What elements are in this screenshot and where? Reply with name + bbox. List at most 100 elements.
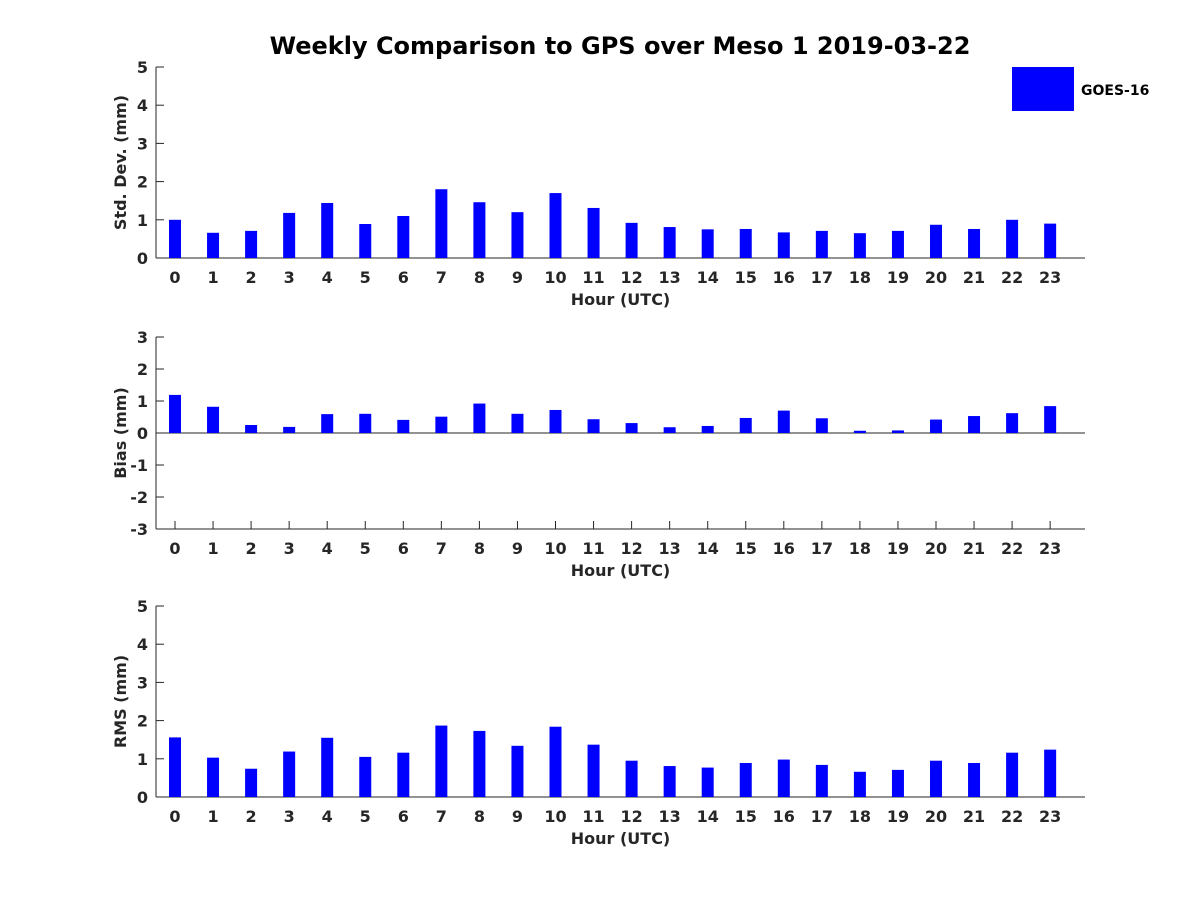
- std-dev-bar-hour-22: [1006, 219, 1019, 258]
- std-dev-bar-hour-5: [359, 224, 372, 258]
- rms-bar-hour-4: [321, 737, 334, 797]
- bias-bar-hour-6: [397, 419, 410, 433]
- bias-y-tick-label: -3: [130, 520, 148, 539]
- legend: GOES-16: [1012, 67, 1149, 111]
- rms-bar-hour-15: [739, 763, 752, 797]
- bias-x-tick-label: 22: [1001, 539, 1023, 558]
- bias-bar-hour-3: [283, 426, 296, 433]
- legend-swatch: [1012, 67, 1074, 111]
- bias-x-tick-label: 8: [474, 539, 485, 558]
- rms-x-tick-label: 21: [963, 807, 985, 826]
- rms-x-tick-label: 22: [1001, 807, 1023, 826]
- std-dev-bar-hour-12: [625, 222, 638, 258]
- bias-x-tick-label: 18: [849, 539, 871, 558]
- std-dev-x-tick-label: 16: [773, 268, 795, 287]
- rms-x-tick-label: 12: [620, 807, 642, 826]
- rms-bar-hour-20: [930, 760, 942, 797]
- bias-bar-hour-0: [169, 394, 181, 433]
- bias-bar-hour-10: [549, 409, 562, 433]
- bias-x-tick-label: 7: [436, 539, 447, 558]
- rms-x-tick-label: 11: [582, 807, 604, 826]
- rms-bar-hour-13: [663, 766, 676, 797]
- rms-x-tick-label: 15: [735, 807, 757, 826]
- rms-bar-hour-10: [549, 726, 562, 797]
- std-dev-x-tick-label: 12: [620, 268, 642, 287]
- std-dev-bar-hour-3: [283, 212, 296, 258]
- rms-x-tick-label: 23: [1039, 807, 1061, 826]
- std-dev-bar-hour-20: [930, 224, 942, 258]
- legend-label: GOES-16: [1081, 83, 1149, 99]
- bias-bar-hour-23: [1044, 406, 1057, 433]
- bias-x-tick-label: 10: [544, 539, 566, 558]
- std-dev-bar-hour-7: [435, 189, 448, 258]
- rms-x-tick-label: 2: [246, 807, 257, 826]
- std-dev-bar-hour-6: [397, 215, 410, 258]
- bias-x-tick-label: 19: [887, 539, 909, 558]
- rms-x-tick-label: 19: [887, 807, 909, 826]
- bias-bar-hour-11: [587, 419, 600, 433]
- rms-bar-hour-2: [245, 768, 258, 797]
- rms-y-axis-label: RMS (mm): [111, 655, 130, 748]
- std-dev-x-axis-label: Hour (UTC): [571, 290, 671, 309]
- bias-bar-hour-21: [968, 416, 981, 433]
- bias-bar-hour-18: [853, 430, 866, 433]
- rms-x-tick-label: 3: [284, 807, 295, 826]
- rms-bar-hour-9: [511, 745, 524, 797]
- bias-x-tick-label: 17: [811, 539, 833, 558]
- rms-bar-hour-19: [891, 769, 904, 797]
- bias-x-tick-label: 12: [620, 539, 642, 558]
- rms-bar-hour-21: [968, 763, 981, 797]
- std-dev-x-tick-label: 14: [697, 268, 719, 287]
- rms-x-tick-label: 9: [512, 807, 523, 826]
- std-dev-x-tick-label: 5: [360, 268, 371, 287]
- std-dev-bar-hour-1: [207, 232, 220, 258]
- bias-y-tick-label: 1: [137, 392, 148, 411]
- std-dev-bar-hour-9: [511, 212, 524, 258]
- std-dev-x-tick-label: 4: [322, 268, 333, 287]
- std-dev-bar-hour-19: [891, 230, 904, 258]
- std-dev-x-tick-label: 13: [659, 268, 681, 287]
- rms-bar-hour-16: [777, 759, 790, 797]
- bias-x-tick-label: 1: [207, 539, 218, 558]
- rms-y-tick-label: 3: [137, 673, 148, 692]
- bias-x-tick-label: 13: [659, 539, 681, 558]
- bias-x-tick-label: 20: [925, 539, 947, 558]
- bias-bar-hour-5: [359, 413, 372, 433]
- rms-x-tick-label: 14: [697, 807, 719, 826]
- bias-bar-hour-15: [739, 417, 752, 433]
- std-dev-x-tick-label: 18: [849, 268, 871, 287]
- std-dev-x-tick-label: 7: [436, 268, 447, 287]
- bias-x-tick-label: 4: [322, 539, 333, 558]
- bias-x-tick-label: 11: [582, 539, 604, 558]
- std-dev-x-tick-label: 0: [169, 268, 180, 287]
- rms-bar-hour-11: [587, 744, 600, 797]
- rms-bar-hour-7: [435, 725, 448, 797]
- bias-bar-hour-17: [815, 418, 828, 433]
- bias-x-tick-label: 16: [773, 539, 795, 558]
- std-dev-x-tick-label: 21: [963, 268, 985, 287]
- std-dev-bar-hour-17: [815, 230, 828, 258]
- std-dev-x-tick-label: 20: [925, 268, 947, 287]
- rms-x-tick-label: 20: [925, 807, 947, 826]
- std-dev-x-tick-label: 1: [207, 268, 218, 287]
- bias-x-tick-label: 15: [735, 539, 757, 558]
- std-dev-y-tick-label: 5: [137, 58, 148, 77]
- rms-bar-hour-0: [169, 737, 181, 797]
- bias-bar-hour-16: [777, 410, 790, 433]
- std-dev-x-tick-label: 8: [474, 268, 485, 287]
- rms-x-tick-label: 13: [659, 807, 681, 826]
- bias-bar-hour-9: [511, 413, 524, 433]
- std-dev-bar-hour-13: [663, 227, 676, 258]
- std-dev-bar-hour-4: [321, 202, 334, 258]
- rms-x-tick-label: 16: [773, 807, 795, 826]
- rms-x-tick-label: 17: [811, 807, 833, 826]
- bias-y-tick-label: 3: [137, 328, 148, 347]
- bias-bar-hour-1: [207, 406, 220, 433]
- bias-bar-hour-7: [435, 416, 448, 433]
- bias-bar-hour-20: [930, 419, 942, 433]
- bias-x-tick-label: 23: [1039, 539, 1061, 558]
- bias-y-tick-label: 0: [137, 424, 148, 443]
